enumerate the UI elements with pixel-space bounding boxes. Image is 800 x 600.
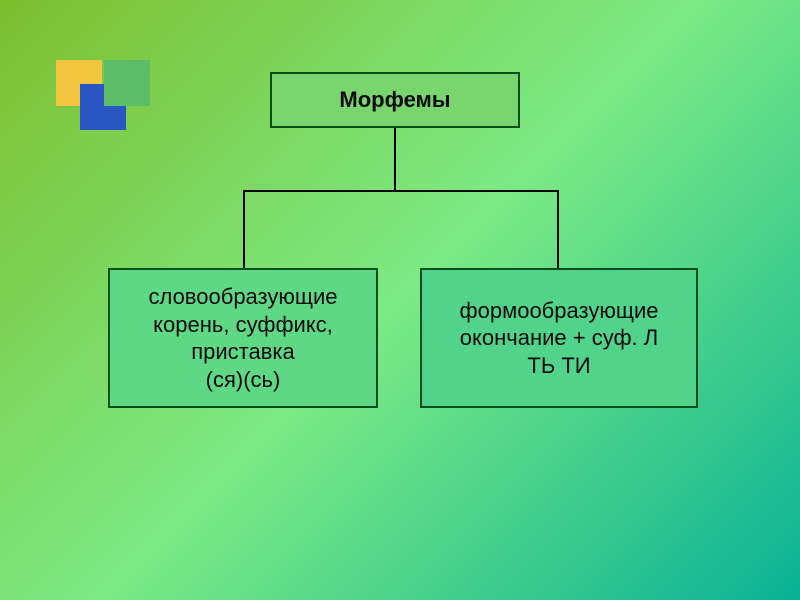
box-left-line3: приставка bbox=[191, 338, 295, 366]
box-left-line1: словообразующие bbox=[148, 283, 337, 311]
connector-root-down bbox=[394, 128, 396, 192]
slide: Морфемы словообразующие корень, суффикс,… bbox=[0, 0, 800, 600]
connector-right-down bbox=[557, 190, 559, 268]
box-right-line1: формообразующие bbox=[460, 297, 659, 325]
connector-left-down bbox=[243, 190, 245, 268]
connector-horizontal bbox=[243, 190, 559, 192]
box-right-line3: ТЬ ТИ bbox=[527, 352, 590, 380]
box-root-label: Морфемы bbox=[339, 86, 450, 114]
box-left-line4: (ся)(сь) bbox=[206, 366, 281, 394]
box-right: формообразующие окончание + суф. Л ТЬ ТИ bbox=[420, 268, 698, 408]
box-root: Морфемы bbox=[270, 72, 520, 128]
box-left: словообразующие корень, суффикс, пристав… bbox=[108, 268, 378, 408]
decor-square-green bbox=[104, 60, 150, 106]
box-left-line2: корень, суффикс, bbox=[153, 311, 333, 339]
box-right-line2: окончание + суф. Л bbox=[460, 324, 658, 352]
